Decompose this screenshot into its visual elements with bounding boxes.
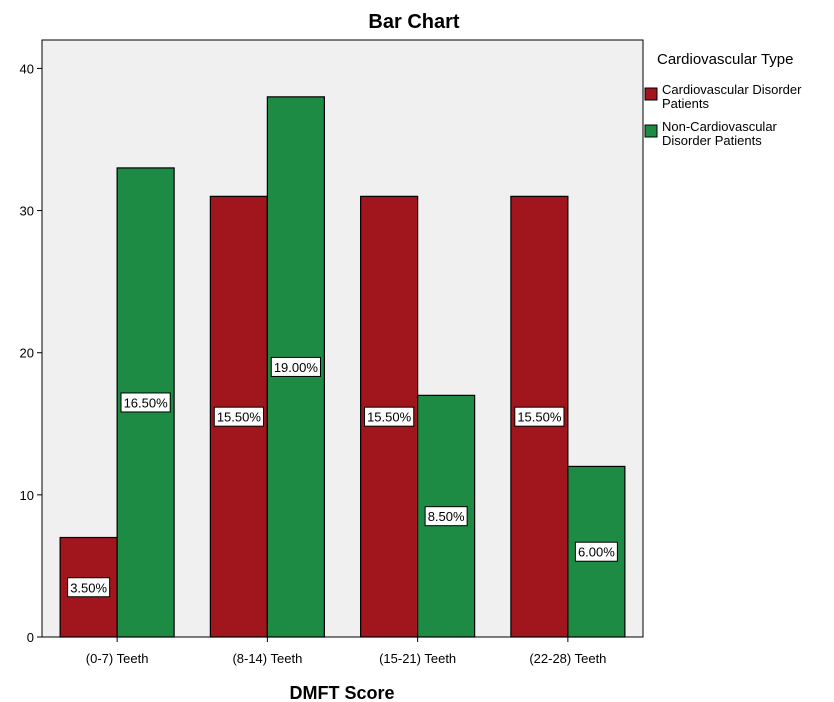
legend-swatch [644, 124, 658, 138]
data-label-box [364, 406, 415, 427]
x-axis: (0-7) Teeth (8-14) Teeth (15-21) Teeth (22-… [86, 637, 606, 666]
data-label: 8.50% [428, 509, 465, 524]
data-label: 19.00% [274, 360, 319, 375]
legend-label: Cardiovascular Disorder [662, 82, 802, 97]
x-axis-label: DMFT Score [289, 683, 394, 702]
legend-title: Cardiovascular Type [657, 51, 793, 68]
y-tick-label: 40 [20, 61, 34, 76]
legend-label: Disorder Patients [662, 133, 762, 148]
data-label: 15.50% [367, 410, 412, 425]
data-label: 6.00% [578, 545, 615, 560]
data-label-box [120, 392, 171, 413]
y-tick-label: 30 [20, 204, 34, 219]
data-label-box [424, 506, 468, 527]
x-tick-label: (0-7) Teeth [86, 651, 149, 666]
data-label-box [270, 356, 321, 377]
legend-label: Non-Cardiovascular [662, 119, 778, 134]
data-label: 15.50% [217, 410, 262, 425]
data-label-box [213, 406, 264, 427]
x-tick-label: (22-28) Teeth [529, 651, 606, 666]
y-tick-label: 20 [20, 346, 34, 361]
data-label: 15.50% [517, 410, 562, 425]
data-labels: 3.50% 16.50% 15.50% 19.00% 15.50% 8.50% 15.50%… [67, 356, 618, 598]
legend-label: Patients [662, 96, 709, 111]
x-tick-label: (8-14) Teeth [232, 651, 302, 666]
y-tick-label: 10 [20, 488, 34, 503]
y-tick-label: 0 [27, 630, 34, 645]
legend: Cardiovascular Type Cardiovascular Disor… [644, 51, 802, 148]
data-label-box [574, 541, 618, 562]
y-axis: 0 10 20 30 40 [20, 61, 42, 645]
data-label: 3.50% [70, 580, 107, 595]
x-tick-label: (15-21) Teeth [379, 651, 456, 666]
chart-title: Bar Chart [368, 11, 459, 33]
data-label-box [67, 577, 111, 598]
data-label-box [514, 406, 565, 427]
legend-swatch [644, 87, 658, 101]
data-label: 16.50% [124, 395, 169, 410]
